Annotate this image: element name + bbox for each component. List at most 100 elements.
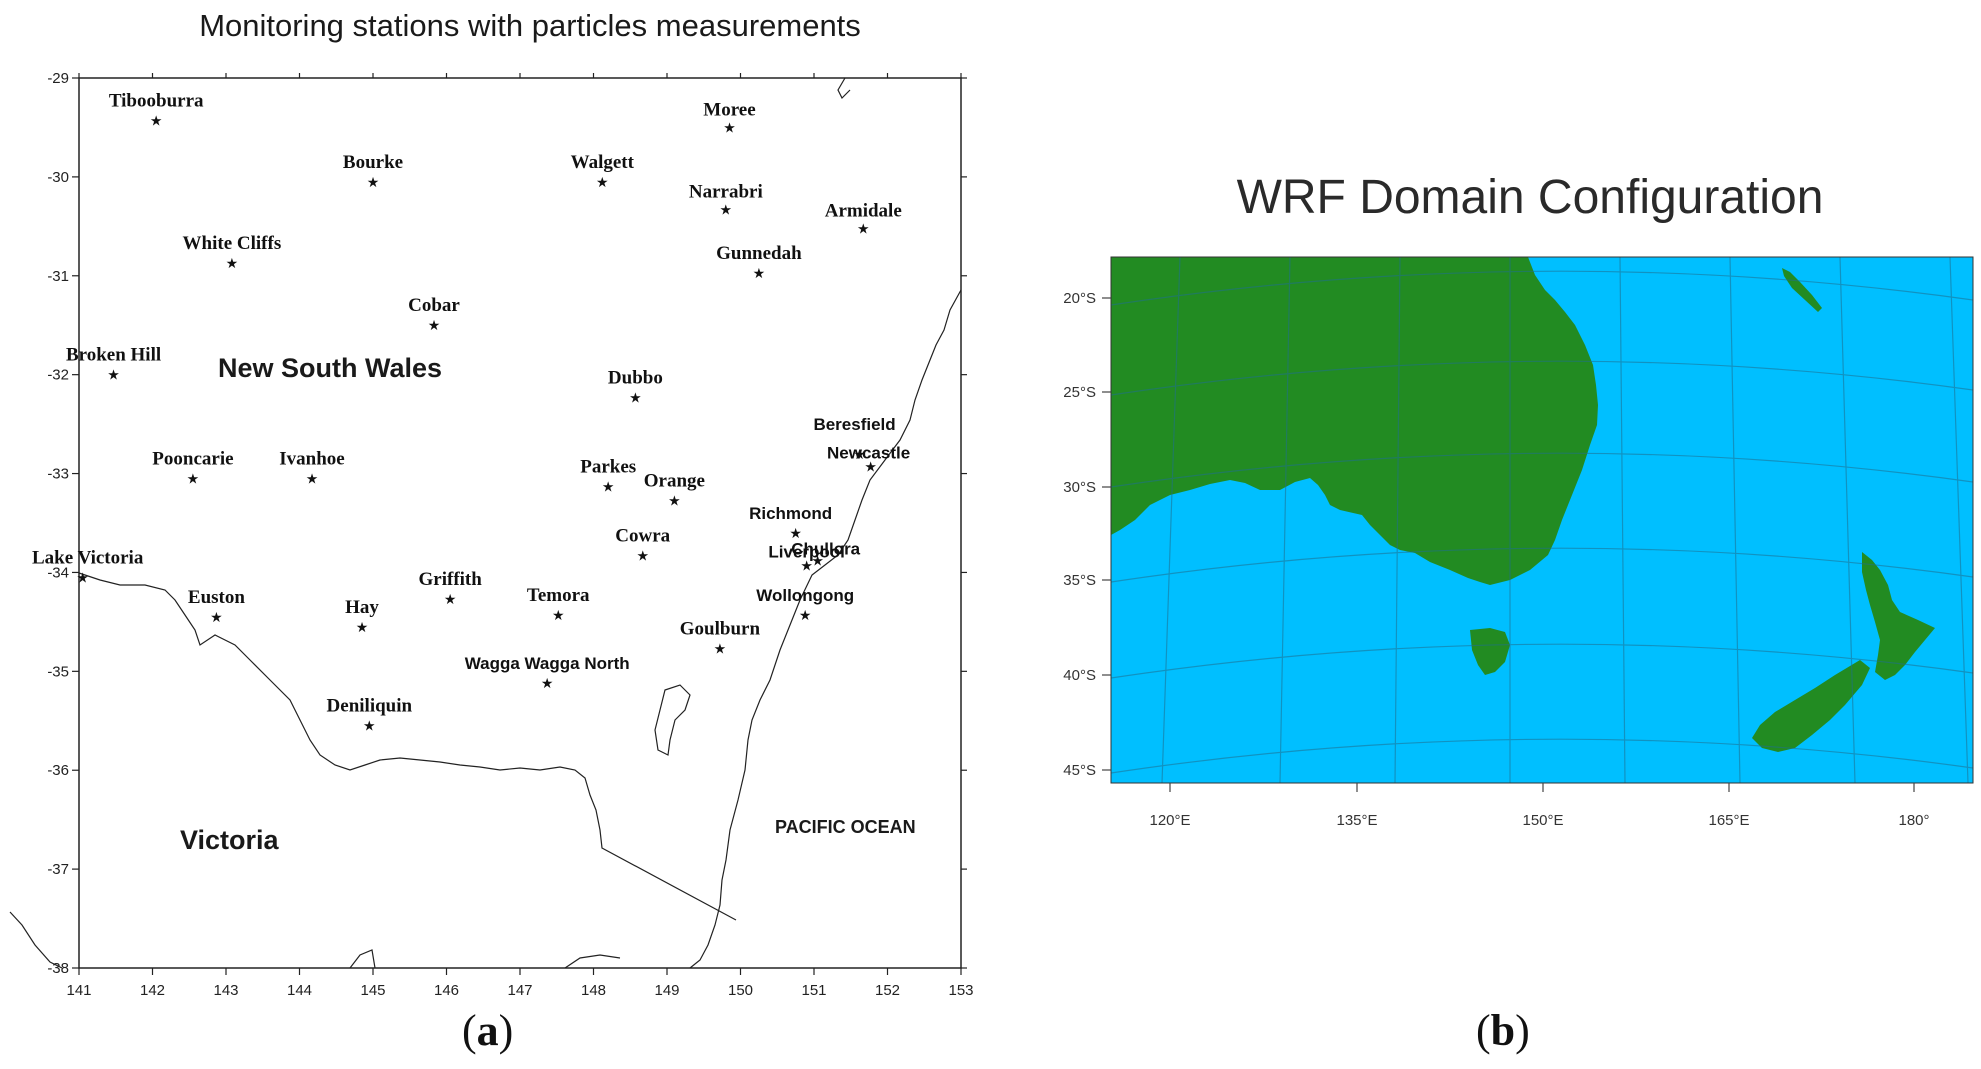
panel-b-lat-axis: 20°S 25°S 30°S 35°S 40°S 45°S — [1063, 290, 1111, 779]
station-label: Armidale — [825, 200, 902, 221]
y-tick-label: -30 — [47, 169, 69, 186]
station-label: Wollongong — [756, 586, 854, 605]
station-label: Lake Victoria — [32, 547, 144, 568]
y-tick-label: -36 — [47, 762, 69, 779]
station-marker: ★ — [187, 471, 200, 487]
station-label: White Cliffs — [183, 233, 282, 254]
x-tick-label: 142 — [140, 982, 165, 999]
station-label: Narrabri — [689, 182, 763, 203]
landmass-tasmania — [1470, 628, 1510, 675]
station-marker: ★ — [753, 265, 766, 281]
region-label-victoria: Victoria — [180, 825, 280, 855]
station-label: Ivanhoe — [279, 449, 344, 470]
south-coast-fragment — [349, 949, 376, 969]
victoria-coastline — [9, 911, 63, 969]
station-marker: ★ — [428, 317, 441, 333]
station-label: Richmond — [749, 504, 832, 523]
station-label: Bourke — [343, 152, 403, 173]
station-label: Beresfield — [813, 415, 895, 434]
x-tick-label: 152 — [875, 982, 900, 999]
station-marker: ★ — [857, 220, 870, 236]
station-marker: ★ — [150, 113, 163, 129]
station-marker: ★ — [306, 471, 319, 487]
station-markers: ★Tibooburra★Moree★Bourke★Walgett★Narrabr… — [32, 91, 910, 734]
y-tick-label: -31 — [47, 268, 69, 285]
panel-b-lon-axis: 120°E 135°E 150°E 165°E 180° — [1149, 783, 1930, 829]
station-label: Broken Hill — [66, 345, 161, 366]
lat-tick-label: 25°S — [1063, 384, 1096, 401]
landmass-new-caledonia — [1782, 268, 1822, 312]
station-marker: ★ — [363, 718, 376, 734]
north-coast-fragment — [837, 77, 851, 100]
station-marker: ★ — [723, 119, 736, 135]
station-label: Hay — [345, 597, 379, 618]
nsw-coastline — [689, 289, 962, 969]
station-marker: ★ — [799, 607, 812, 623]
x-tick-label: 141 — [66, 982, 91, 999]
lon-tick-label: 180° — [1898, 812, 1929, 829]
station-label: Chullora — [791, 540, 860, 559]
panel-b-map: 20°S 25°S 30°S 35°S 40°S 45°S 120°E 135°E 150°E… — [1063, 256, 1974, 829]
station-marker: ★ — [367, 174, 380, 190]
station-label: Gunnedah — [716, 243, 802, 264]
station-marker: ★ — [210, 609, 223, 625]
station-marker: ★ — [226, 255, 239, 271]
y-tick-label: -38 — [47, 960, 69, 977]
lat-tick-label: 20°S — [1063, 290, 1096, 307]
station-marker: ★ — [864, 459, 877, 475]
y-tick-label: -33 — [47, 466, 69, 483]
nsw-victoria-border — [78, 572, 737, 921]
station-label: Tibooburra — [109, 91, 204, 112]
y-tick-label: -37 — [47, 861, 69, 878]
panel-a-x-axis: 141 142 143 144 145 146 147 148 149 150 151 152 153 — [66, 73, 974, 999]
station-marker: ★ — [714, 641, 727, 657]
lake-outline — [654, 684, 691, 756]
x-tick-label: 151 — [801, 982, 826, 999]
station-label: Deniliquin — [327, 696, 413, 717]
landmass-new-zealand-north — [1862, 552, 1935, 680]
lat-tick-label: 45°S — [1063, 762, 1096, 779]
lon-tick-label: 150°E — [1522, 812, 1563, 829]
panel-a-title: Monitoring stations with particles measu… — [199, 8, 861, 43]
station-label: Moree — [703, 99, 755, 120]
station-marker: ★ — [541, 675, 554, 691]
station-marker: ★ — [107, 367, 120, 383]
panel-a-map: 141 142 143 144 145 146 147 148 149 150 151 152 153 … — [9, 70, 974, 999]
station-label: Pooncarie — [152, 449, 233, 470]
y-tick-label: -34 — [47, 564, 69, 581]
x-tick-label: 143 — [213, 982, 238, 999]
east-coast-fragment — [564, 954, 621, 969]
landmass-australia — [1111, 257, 1598, 585]
panel-b-title: WRF Domain Configuration — [1236, 171, 1824, 224]
station-label: Euston — [188, 587, 245, 608]
station-label: Newcastle — [827, 444, 910, 463]
lat-tick-label: 40°S — [1063, 667, 1096, 684]
x-tick-label: 147 — [507, 982, 532, 999]
y-tick-label: -35 — [47, 663, 69, 680]
lon-tick-label: 135°E — [1336, 812, 1377, 829]
station-label: Liverpool — [768, 543, 845, 562]
station-marker: ★ — [356, 619, 369, 635]
x-tick-label: 148 — [581, 982, 606, 999]
x-tick-label: 144 — [287, 982, 312, 999]
station-label: Goulburn — [680, 619, 761, 640]
panel-b-caption: (b) — [1476, 1006, 1530, 1055]
x-tick-label: 153 — [948, 982, 973, 999]
panel-b-frame — [1110, 256, 1974, 784]
graticule — [1111, 257, 1973, 783]
x-tick-label: 150 — [728, 982, 753, 999]
station-marker: ★ — [853, 446, 866, 462]
station-marker: ★ — [629, 389, 642, 405]
x-tick-label: 145 — [360, 982, 385, 999]
panel-a-y-axis: -29 -30 -31 -32 -33 -34 -35 -36 -37 -38 — [47, 70, 967, 977]
station-marker: ★ — [76, 569, 89, 585]
station-label: Cowra — [615, 526, 670, 547]
lon-tick-label: 120°E — [1149, 812, 1190, 829]
station-label: Orange — [644, 470, 705, 491]
y-tick-label: -32 — [47, 367, 69, 384]
station-marker: ★ — [811, 553, 824, 569]
station-label: Griffith — [419, 569, 483, 590]
station-marker: ★ — [789, 525, 802, 541]
station-label: Walgett — [571, 152, 635, 173]
